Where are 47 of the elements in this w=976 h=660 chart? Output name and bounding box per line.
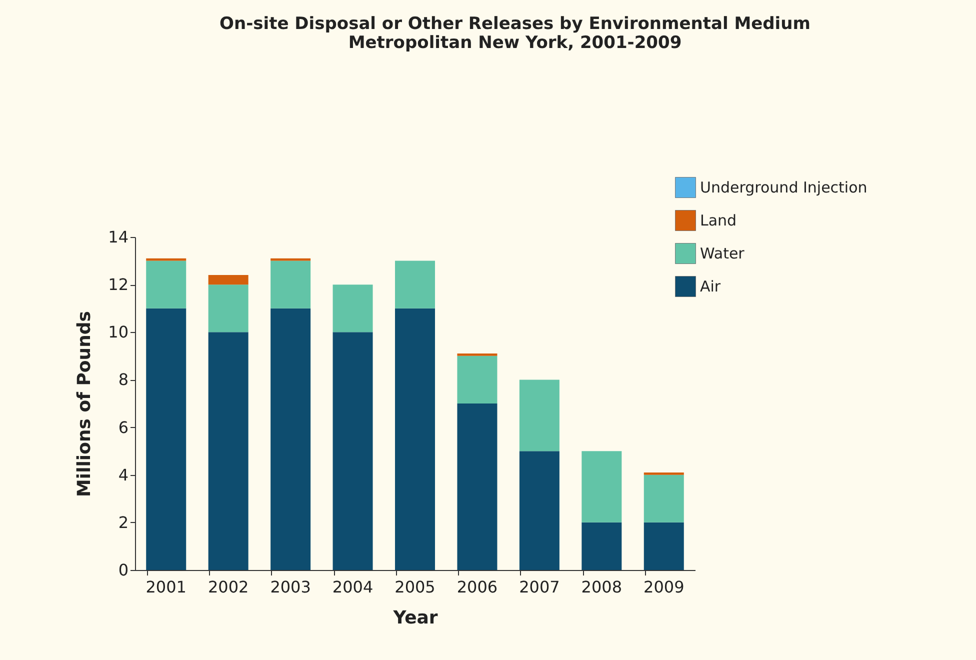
bar: [270, 308, 311, 570]
bar: [582, 451, 622, 522]
x-tick-label: 2007: [519, 578, 560, 596]
x-tick-label: 2003: [270, 578, 311, 596]
x-tick-label: 2002: [208, 578, 249, 596]
x-tick-label: 2001: [146, 578, 186, 596]
legend-label: Air: [700, 278, 722, 296]
bar: [146, 258, 186, 261]
y-axis-title: Millions of Pounds: [74, 310, 96, 498]
bar: [270, 260, 311, 308]
bar: [146, 260, 186, 308]
x-tick-label: 2005: [394, 578, 436, 596]
bar: [457, 356, 498, 404]
x-tick-label: 2006: [456, 578, 498, 596]
bar: [395, 260, 435, 308]
bar: [270, 258, 311, 261]
x-axis-title: Year: [392, 608, 438, 628]
bar: [644, 472, 684, 475]
legend-label: Water: [700, 244, 746, 262]
y-tick-label: 6: [118, 418, 128, 437]
y-tick-label: 10: [108, 322, 128, 342]
legend-label: Land: [700, 212, 737, 230]
y-tick-label: 14: [108, 228, 128, 246]
legend-label: Underground Injection: [700, 178, 868, 196]
y-tick-label: 8: [118, 370, 128, 390]
x-tick-label: 2004: [332, 578, 374, 596]
y-tick-label: 0: [118, 560, 128, 580]
bar: [519, 380, 560, 452]
bar: [395, 308, 435, 570]
y-tick-label: 2: [118, 512, 128, 532]
bar: [146, 308, 186, 570]
y-tick-label: 4: [118, 465, 128, 484]
bar: [644, 474, 684, 522]
text: On-site Disposal or Other Releases by Environmental Medium: [220, 14, 810, 34]
bar: [208, 275, 248, 285]
bar: [332, 332, 373, 570]
text: Metropolitan New York, 2001-2009: [348, 33, 682, 53]
bar: [208, 332, 248, 570]
bar: [332, 284, 373, 332]
x-tick-label: 2009: [644, 578, 684, 596]
bar: [208, 284, 248, 332]
bar: [644, 522, 684, 570]
bar: [582, 522, 622, 570]
y-tick-label: 12: [108, 275, 128, 294]
bar: [457, 404, 498, 570]
bar: [519, 451, 560, 570]
x-tick-label: 2008: [581, 578, 622, 596]
